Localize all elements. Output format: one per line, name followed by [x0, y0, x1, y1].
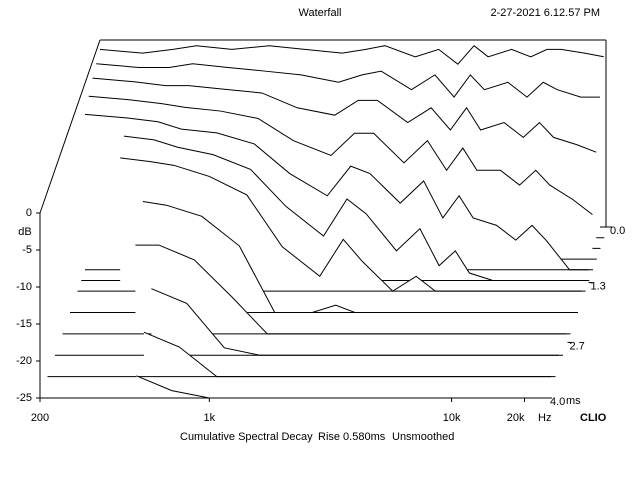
- caption: Rise 0.580ms: [318, 431, 386, 443]
- z-tick-label: 1.3: [591, 280, 606, 292]
- decay-slice: [99, 45, 604, 65]
- frame: [39, 39, 607, 398]
- x-tick-label: 10k: [443, 412, 461, 424]
- y-tick-label: -5: [22, 244, 32, 256]
- slice-fill: [47, 332, 556, 377]
- decay-slice: [142, 201, 574, 313]
- y-axis-label: dB: [18, 226, 31, 238]
- decay-slice: [143, 331, 552, 378]
- y-tick-label: -10: [16, 281, 32, 293]
- decay-slice: [84, 113, 589, 271]
- date: 2-27-2021 6.12.57 PM: [491, 7, 600, 19]
- z-axis-unit: ms: [566, 395, 581, 407]
- slice-fill: [40, 375, 548, 398]
- x-tick-label: 1k: [204, 412, 216, 424]
- x-axis-unit: Hz: [538, 412, 551, 424]
- caption: Unsmoothed: [392, 431, 454, 443]
- y-tick-label: -15: [16, 318, 32, 330]
- y-tick-label: 0: [26, 207, 32, 219]
- z-tick-label: 4.0: [550, 396, 565, 408]
- decay-slice: [96, 63, 600, 98]
- x-tick-label: 200: [31, 412, 49, 424]
- brand: CLIO: [580, 412, 607, 424]
- decay-slice: [136, 375, 544, 399]
- decay-slice: [120, 157, 582, 292]
- slice-fill: [55, 288, 563, 356]
- x-tick-label: 20k: [507, 412, 525, 424]
- decay-slice: [151, 288, 559, 356]
- left-diagonal: [39, 39, 101, 214]
- decay-slice: [88, 95, 593, 216]
- y-tick-label: -20: [16, 355, 32, 367]
- z-tick-label: 2.7: [570, 340, 585, 352]
- decay-slice: [123, 135, 585, 281]
- chart-title: Waterfall: [299, 7, 342, 19]
- y-tick-label: -25: [16, 392, 32, 404]
- z-tick-label: 0.0: [610, 225, 625, 237]
- decay-slice: [135, 244, 567, 335]
- caption: Cumulative Spectral Decay: [180, 431, 313, 443]
- decay-slice: [92, 77, 597, 153]
